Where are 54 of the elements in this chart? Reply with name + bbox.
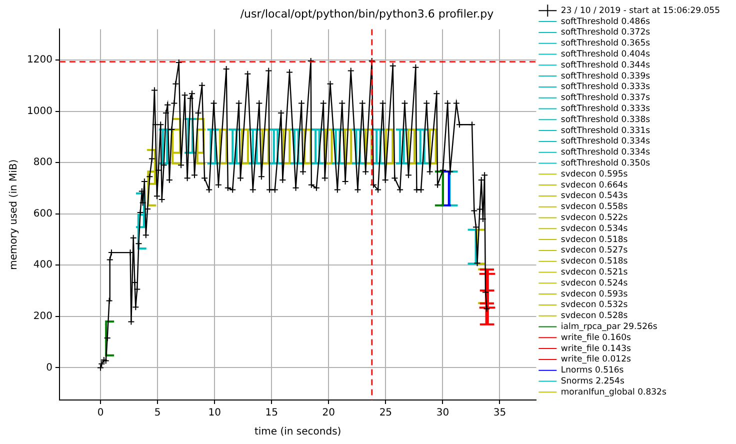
legend-label: softThreshold 0.350s <box>560 158 651 168</box>
legend-label: softThreshold 0.338s <box>560 114 651 125</box>
legend-label: softThreshold 0.404s <box>560 49 651 60</box>
y-axis-title: memory used (in MiB) <box>8 159 20 270</box>
legend-label: svdecon 0.518s <box>560 234 628 245</box>
legend-label: svdecon 0.593s <box>560 289 628 300</box>
x-tick-label: 20 <box>322 408 336 419</box>
legend-label: softThreshold 0.333s <box>560 82 651 92</box>
legend-label: moranIfun_global 0.832s <box>560 387 667 398</box>
legend-label: write_file 0.012s <box>560 354 632 365</box>
legend-label: svdecon 0.518s <box>560 256 628 267</box>
legend-label: Lnorms 0.516s <box>560 366 624 376</box>
legend-label: ialm_rpca_par 29.526s <box>560 322 658 332</box>
legend-label: softThreshold 0.333s <box>560 104 651 114</box>
legend-label: svdecon 0.521s <box>560 267 628 278</box>
legend-label: svdecon 0.532s <box>560 300 628 310</box>
legend-label: softThreshold 0.372s <box>560 28 651 38</box>
legend-label: svdecon 0.543s <box>560 191 628 202</box>
y-tick-label: 600 <box>33 208 52 220</box>
legend-label: svdecon 0.664s <box>560 180 628 190</box>
legend-label: write_file 0.160s <box>560 332 632 343</box>
legend-label: softThreshold 0.486s <box>560 16 651 27</box>
x-axis-title: time (in seconds) <box>254 426 342 438</box>
legend-label: svdecon 0.558s <box>560 202 628 212</box>
x-tick-label: 30 <box>436 408 450 419</box>
y-tick-label: 0 <box>46 362 52 374</box>
legend-label: svdecon 0.528s <box>560 311 628 322</box>
y-tick-label: 800 <box>33 157 52 168</box>
legend-label: softThreshold 0.339s <box>560 71 651 82</box>
x-tick-label: 5 <box>154 408 161 419</box>
legend-label: softThreshold 0.334s <box>560 136 651 147</box>
legend-label: softThreshold 0.344s <box>560 60 651 70</box>
y-tick-label: 200 <box>33 310 52 322</box>
y-tick-label: 1000 <box>26 106 52 117</box>
legend-label: svdecon 0.524s <box>560 278 628 288</box>
y-tick-label: 1200 <box>26 54 52 66</box>
legend-label: Snorms 2.254s <box>560 376 625 386</box>
legend-label: softThreshold 0.334s <box>560 148 651 158</box>
chart-title: /usr/local/opt/python/bin/python3.6 profiler.py <box>240 7 494 20</box>
legend-label: softThreshold 0.331s <box>560 126 651 136</box>
legend-label: softThreshold 0.365s <box>560 38 651 49</box>
legend-label: softThreshold 0.337s <box>560 93 651 104</box>
x-tick-label: 35 <box>493 408 506 419</box>
legend-label: svdecon 0.522s <box>560 212 628 223</box>
y-tick-label: 400 <box>33 260 52 271</box>
legend-label: write_file 0.143s <box>560 344 632 354</box>
x-tick-label: 15 <box>265 408 278 419</box>
legend-label: svdecon 0.595s <box>560 169 628 180</box>
legend-label: 23 / 10 / 2019 - start at 15:06:29.055 <box>560 6 720 16</box>
x-tick-label: 0 <box>97 408 104 419</box>
x-tick-label: 25 <box>379 408 392 419</box>
legend-label: svdecon 0.534s <box>560 224 628 234</box>
x-tick-label: 10 <box>208 408 221 419</box>
legend-label: svdecon 0.527s <box>560 246 628 256</box>
